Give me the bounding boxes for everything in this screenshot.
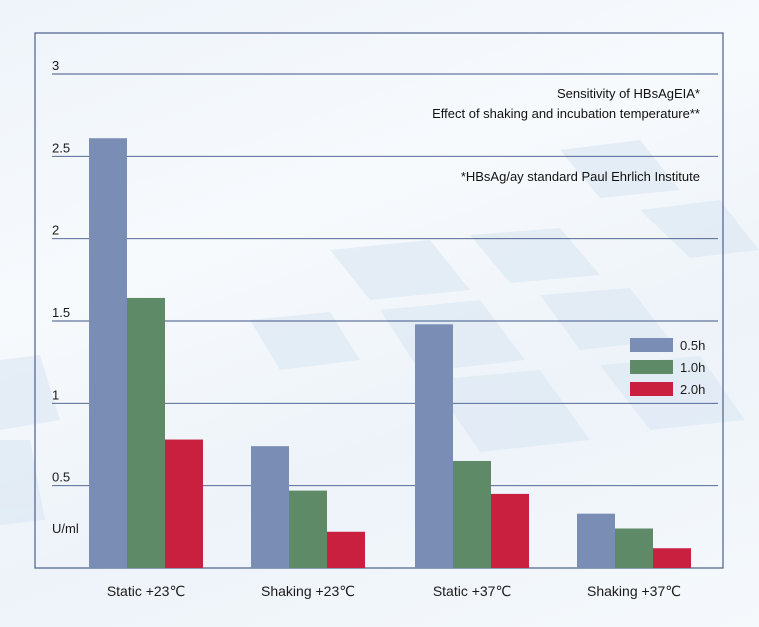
annotation-effect: Effect of shaking and incubation tempera… bbox=[432, 106, 700, 121]
y-tick-label: 2 bbox=[52, 223, 59, 238]
annotation-sensitivity: Sensitivity of HBsAgEIA* bbox=[557, 86, 700, 101]
x-category-label: Shaking +23℃ bbox=[261, 583, 355, 599]
x-category-label: Static +23℃ bbox=[107, 583, 185, 599]
y-tick-label: 1.5 bbox=[52, 305, 70, 320]
y-tick-labels: 3 2.5 2 1.5 1 0.5 bbox=[52, 58, 70, 485]
bar-2_0h-4 bbox=[653, 548, 691, 568]
bar-0_5h-1 bbox=[89, 138, 127, 568]
y-axis-label: U/ml bbox=[52, 521, 79, 536]
x-category-label: Shaking +37℃ bbox=[587, 583, 681, 599]
bar-1_0h-1 bbox=[127, 297, 165, 568]
y-tick-label: 1 bbox=[52, 387, 59, 402]
plot-frame bbox=[34, 32, 724, 569]
legend-label: 0.5h bbox=[680, 338, 705, 353]
y-tick-label: 3 bbox=[52, 58, 59, 73]
bar-0_5h-3 bbox=[415, 324, 453, 568]
annotation-standard: *HBsAg/ay standard Paul Ehrlich Institut… bbox=[461, 169, 700, 184]
bar-2_0h-3 bbox=[491, 493, 529, 568]
legend-swatch bbox=[630, 338, 673, 352]
bars bbox=[89, 138, 691, 568]
legend-label: 2.0h bbox=[680, 382, 705, 397]
legend-swatch bbox=[630, 360, 673, 374]
bar-1_0h-3 bbox=[453, 460, 491, 568]
x-category-labels: Static +23℃ Shaking +23℃ Static +37℃ Shakin… bbox=[107, 583, 681, 599]
x-category-label: Static +37℃ bbox=[433, 583, 511, 599]
bar-1_0h-4 bbox=[615, 528, 653, 568]
y-tick-label: 2.5 bbox=[52, 140, 70, 155]
y-tick-label: 0.5 bbox=[52, 470, 70, 485]
legend-label: 1.0h bbox=[680, 360, 705, 375]
bar-2_0h-1 bbox=[165, 439, 203, 568]
bar-2_0h-2 bbox=[327, 531, 365, 568]
bar-0_5h-2 bbox=[251, 446, 289, 568]
legend-swatch bbox=[630, 382, 673, 396]
bar-1_0h-2 bbox=[289, 490, 327, 568]
legend: 0.5h 1.0h 2.0h bbox=[630, 338, 705, 397]
bar-0_5h-4 bbox=[577, 513, 615, 568]
